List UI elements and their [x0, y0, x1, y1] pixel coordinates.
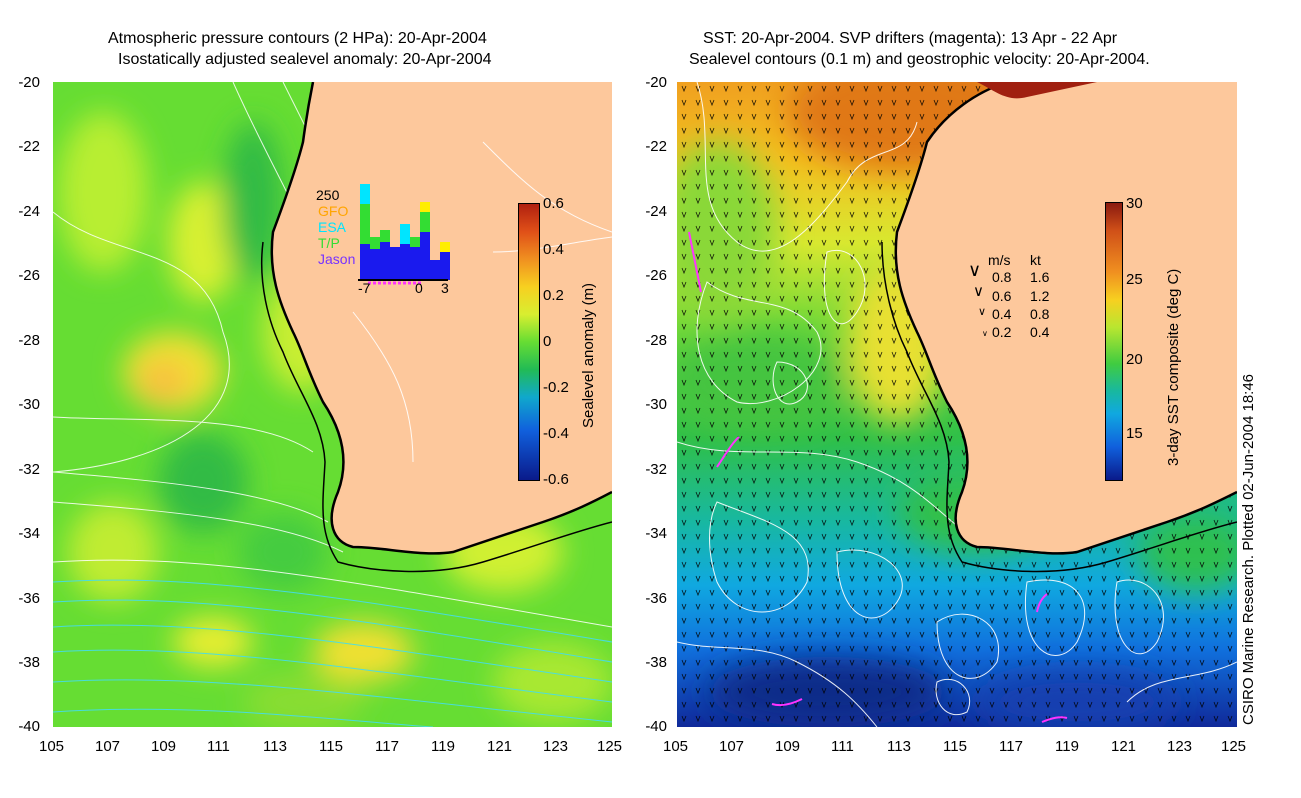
left-colorbar-label: Sealevel anomaly (m)	[580, 282, 597, 428]
left-title-line1: Atmospheric pressure contours (2 HPa): 2…	[108, 30, 487, 47]
left-cb-tick: 0.4	[543, 241, 564, 258]
left-title-line2: Isostatically adjusted sealevel anomaly:…	[118, 51, 492, 68]
right-ytick: -32	[645, 461, 667, 478]
inset-count-label: 250	[316, 187, 340, 203]
right-ytick: -26	[645, 267, 667, 284]
left-xtick: 121	[487, 738, 513, 755]
vel-row-kt: 0.8	[1030, 306, 1050, 322]
right-ytick: -20	[645, 74, 667, 91]
vel-arrow-icon: ∨	[973, 283, 984, 300]
right-cb-tick: 30	[1126, 195, 1143, 212]
left-ytick: -34	[18, 525, 40, 542]
right-map-svg	[677, 82, 1237, 727]
left-xtick: 109	[151, 738, 177, 755]
right-title-line1: SST: 20-Apr-2004. SVP drifters (magenta)…	[703, 30, 1118, 47]
inset-xtick-1: -7	[358, 280, 371, 296]
left-ytick: -26	[18, 267, 40, 284]
left-xtick: 115	[319, 738, 343, 755]
right-xtick: 119	[1055, 738, 1079, 755]
vel-arrow-icon: ∨	[982, 329, 988, 338]
right-xtick: 121	[1111, 738, 1137, 755]
vel-arrow-icon: ∨	[968, 260, 982, 280]
left-xtick: 123	[543, 738, 569, 755]
vel-row-kt: 1.2	[1030, 288, 1050, 304]
right-ytick: -22	[645, 138, 667, 155]
vel-row-ms: 0.8	[992, 269, 1012, 285]
left-ytick: -22	[18, 138, 40, 155]
right-ytick: -36	[645, 590, 667, 607]
left-cb-tick: -0.6	[543, 471, 569, 488]
left-ytick: -40	[18, 718, 40, 735]
inset-series-tp: T/P	[318, 235, 340, 251]
right-xtick: 123	[1167, 738, 1193, 755]
left-ytick: -28	[18, 332, 40, 349]
left-xtick: 105	[39, 738, 65, 755]
inset-histogram	[358, 184, 450, 285]
right-xtick: 113	[887, 738, 911, 755]
right-map[interactable]	[677, 82, 1237, 727]
right-xtick: 117	[999, 738, 1023, 755]
vel-arrow-icon: ∨	[978, 306, 987, 318]
right-cb-tick: 25	[1126, 271, 1143, 288]
vel-row-kt: 1.6	[1030, 269, 1050, 285]
left-cb-tick: 0.2	[543, 287, 564, 304]
left-colorbar	[518, 203, 540, 481]
left-xtick: 117	[375, 738, 399, 755]
left-ytick: -32	[18, 461, 40, 478]
left-xtick: 125	[597, 738, 623, 755]
vel-row-ms: 0.4	[992, 306, 1012, 322]
left-xtick: 107	[95, 738, 121, 755]
left-xtick: 111	[207, 738, 230, 755]
left-cb-tick: -0.4	[543, 425, 569, 442]
right-land	[895, 82, 1237, 554]
vel-row-kt: 0.4	[1030, 324, 1050, 340]
left-ytick: -20	[18, 74, 40, 91]
left-ytick: -38	[18, 654, 40, 671]
left-cb-tick: 0.6	[543, 195, 564, 212]
right-xtick: 105	[663, 738, 689, 755]
inset-series-gfo: GFO	[318, 203, 349, 219]
inset-series-jason: Jason	[318, 251, 356, 267]
right-xtick: 111	[831, 738, 854, 755]
right-xtick: 107	[719, 738, 745, 755]
left-cb-tick: 0	[543, 333, 552, 350]
inset-xtick-2: 0	[415, 280, 423, 296]
right-cb-tick: 20	[1126, 351, 1143, 368]
right-ytick: -38	[645, 654, 667, 671]
inset-xtick-3: 3	[441, 280, 449, 296]
left-xtick: 113	[263, 738, 287, 755]
left-xtick: 119	[431, 738, 455, 755]
vel-row-ms: 0.6	[992, 288, 1012, 304]
right-ytick: -30	[645, 396, 667, 413]
right-colorbar-label: 3-day SST composite (deg C)	[1165, 268, 1182, 466]
left-ytick: -30	[18, 396, 40, 413]
left-cb-tick: -0.2	[543, 379, 569, 396]
right-xtick: 125	[1221, 738, 1247, 755]
inset-series-esa: ESA	[318, 219, 347, 235]
right-colorbar	[1105, 202, 1123, 481]
right-xtick: 115	[943, 738, 967, 755]
right-ytick: -24	[645, 203, 667, 220]
vel-row-ms: 0.2	[992, 324, 1012, 340]
right-title-line2: Sealevel contours (0.1 m) and geostrophi…	[689, 51, 1150, 68]
left-ytick: -36	[18, 590, 40, 607]
vel-header-ms: m/s	[988, 252, 1011, 268]
right-ytick: -34	[645, 525, 667, 542]
vel-header-kt: kt	[1030, 252, 1041, 268]
right-xtick: 109	[775, 738, 801, 755]
footer-credit: CSIRO Marine Research. Plotted 02-Jun-20…	[1240, 373, 1257, 725]
right-ytick: -40	[645, 718, 667, 735]
left-ytick: -24	[18, 203, 40, 220]
right-cb-tick: 15	[1126, 425, 1143, 442]
right-ytick: -28	[645, 332, 667, 349]
